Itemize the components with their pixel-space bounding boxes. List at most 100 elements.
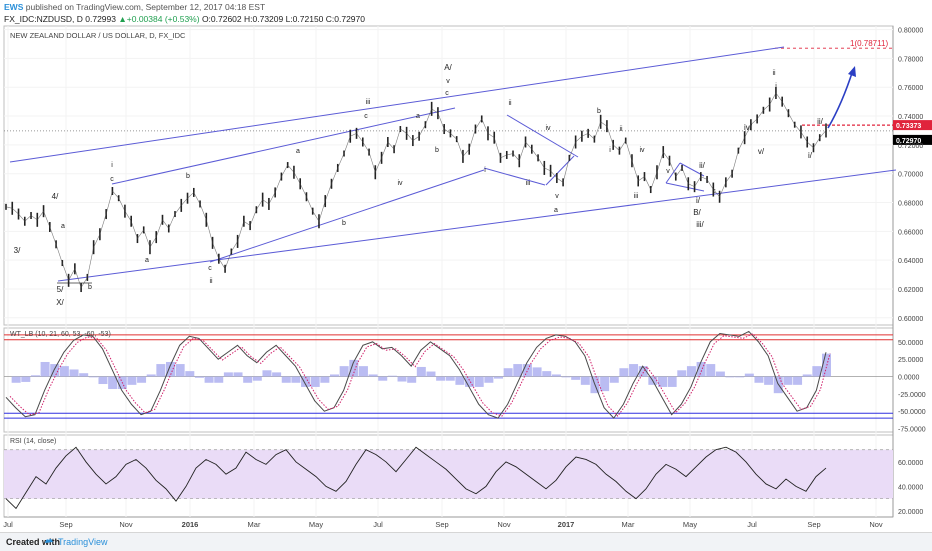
- wt-histogram-bar: [320, 376, 330, 383]
- wt-histogram-bar: [513, 364, 523, 377]
- wave-label: a: [416, 113, 420, 120]
- y-tick-label: 0.68000: [898, 201, 923, 208]
- target-label: 1(0.78711): [850, 39, 888, 48]
- wave-label: iii: [526, 180, 531, 187]
- channel-line: [209, 169, 485, 263]
- price-line: [5, 92, 827, 289]
- wt-histogram-bar: [40, 361, 50, 377]
- wt-tick-label: 0.0000: [898, 375, 920, 382]
- x-tick-label: Nov: [119, 520, 133, 529]
- wt-histogram-bar: [368, 374, 378, 377]
- wt-histogram-bar: [21, 376, 31, 382]
- y-tick-label: 0.74000: [898, 114, 923, 121]
- y-tick-label: 0.70000: [898, 172, 923, 179]
- wave-label: a: [554, 207, 558, 214]
- wt-histogram-bar: [764, 376, 774, 385]
- price-change: +0.00384 (+0.53%): [126, 14, 200, 24]
- wave-label: c: [208, 265, 212, 272]
- target-arrow: [827, 69, 854, 129]
- wave-label: iii: [634, 193, 639, 200]
- rsi-band: [4, 449, 893, 499]
- x-tick-label: 2016: [182, 520, 199, 529]
- wave-label: i/: [696, 196, 701, 205]
- price-label-bg: [893, 120, 932, 131]
- x-tick-label: 2017: [558, 520, 575, 529]
- x-tick-label: Sep: [59, 520, 72, 529]
- wave-label: a: [61, 223, 65, 230]
- x-tick-label: Sep: [807, 520, 820, 529]
- wt-histogram-bar: [330, 374, 339, 377]
- wt-histogram-bar: [455, 376, 465, 385]
- wt-histogram-bar: [638, 366, 648, 377]
- wt-main-line: [5, 330, 827, 419]
- x-tick-label: Jul: [3, 520, 13, 529]
- wave-label: X/: [56, 298, 64, 307]
- wave-label: b: [597, 108, 601, 115]
- wave-label: ii: [619, 126, 623, 133]
- wt-tick-label: 25.0000: [898, 357, 923, 364]
- author-name[interactable]: EWS: [4, 2, 24, 12]
- wt-histogram-bar: [793, 376, 803, 385]
- wt-signal-line: [9, 333, 831, 417]
- wt-histogram-bar: [696, 361, 706, 377]
- wave-label: iv: [397, 180, 403, 187]
- wave-label: i: [111, 162, 113, 169]
- wt-histogram-bar: [812, 366, 822, 377]
- wave-label: ii/: [817, 117, 824, 126]
- wave-label: a: [145, 257, 149, 264]
- wt-histogram-bar: [358, 366, 368, 377]
- wt-histogram-bar: [397, 376, 407, 382]
- x-tick-label: May: [309, 520, 323, 529]
- symbol-info: FX_IDC:NZDUSD, D 0.72993 ▲+0.00384 (+0.5…: [4, 14, 365, 24]
- wt-histogram-bar: [474, 376, 484, 387]
- wt-histogram-bar: [407, 376, 417, 383]
- y-tick-label: 0.72000: [898, 143, 923, 150]
- wt-histogram-bar: [243, 376, 253, 383]
- chart-area[interactable]: NEW ZEALAND DOLLAR / US DOLLAR, D, FX_ID…: [0, 0, 932, 532]
- wt-histogram-bar: [272, 372, 282, 377]
- wave-label: i/: [808, 151, 813, 160]
- price-label: 0.72970: [896, 138, 921, 145]
- wt-histogram-bar: [706, 364, 716, 377]
- rsi-line: [5, 446, 827, 510]
- wt-histogram-bar: [715, 371, 725, 377]
- y-tick-label: 0.78000: [898, 56, 923, 63]
- wave-label: 4/: [52, 192, 59, 201]
- wt-histogram-bar: [802, 374, 812, 377]
- y-tick-label: 0.64000: [898, 258, 923, 265]
- footer-bar: Created with TradingView: [0, 532, 932, 551]
- wt-histogram-bar: [426, 371, 436, 377]
- wt-histogram-bar: [88, 376, 98, 378]
- wt-histogram-bar: [11, 376, 21, 383]
- wt-histogram-bar: [349, 359, 359, 377]
- x-tick-label: Jul: [373, 520, 383, 529]
- wt-histogram-bar: [445, 376, 455, 381]
- wt-histogram-bar: [465, 376, 475, 387]
- wave-label: A/: [444, 63, 452, 72]
- symbol-line: FX_IDC:NZDUSD, D: [4, 14, 83, 24]
- main-chart-title: NEW ZEALAND DOLLAR / US DOLLAR, D, FX_ID…: [10, 31, 186, 40]
- y-tick-label: 0.62000: [898, 287, 923, 294]
- x-tick-label: Mar: [248, 520, 261, 529]
- wt-histogram-bar: [301, 376, 311, 387]
- x-tick-label: Nov: [869, 520, 883, 529]
- publish-info: EWS published on TradingView.com, Septem…: [4, 2, 265, 12]
- channel-line: [57, 169, 897, 282]
- wt-histogram-bar: [233, 372, 243, 377]
- wt-tick-label: 50.0000: [898, 340, 923, 347]
- wt-histogram-bar: [551, 374, 561, 377]
- wave-label: v/: [758, 147, 765, 156]
- wt-histogram-bar: [754, 376, 764, 383]
- wt-histogram-bar: [175, 364, 185, 377]
- wt-histogram-bar: [571, 376, 581, 380]
- wt-histogram-bar: [59, 366, 69, 377]
- wt-histogram-bar: [494, 376, 503, 379]
- wt-histogram-bar: [735, 376, 745, 378]
- x-tick-label: Sep: [435, 520, 448, 529]
- wt-histogram-bar: [619, 368, 629, 377]
- wave-label: b: [88, 284, 92, 291]
- x-tick-label: Jul: [747, 520, 757, 529]
- tradingview-brand[interactable]: TradingView: [58, 537, 108, 547]
- wave-label: ii: [508, 100, 512, 107]
- rsi-tick-label: 40.0000: [898, 484, 923, 491]
